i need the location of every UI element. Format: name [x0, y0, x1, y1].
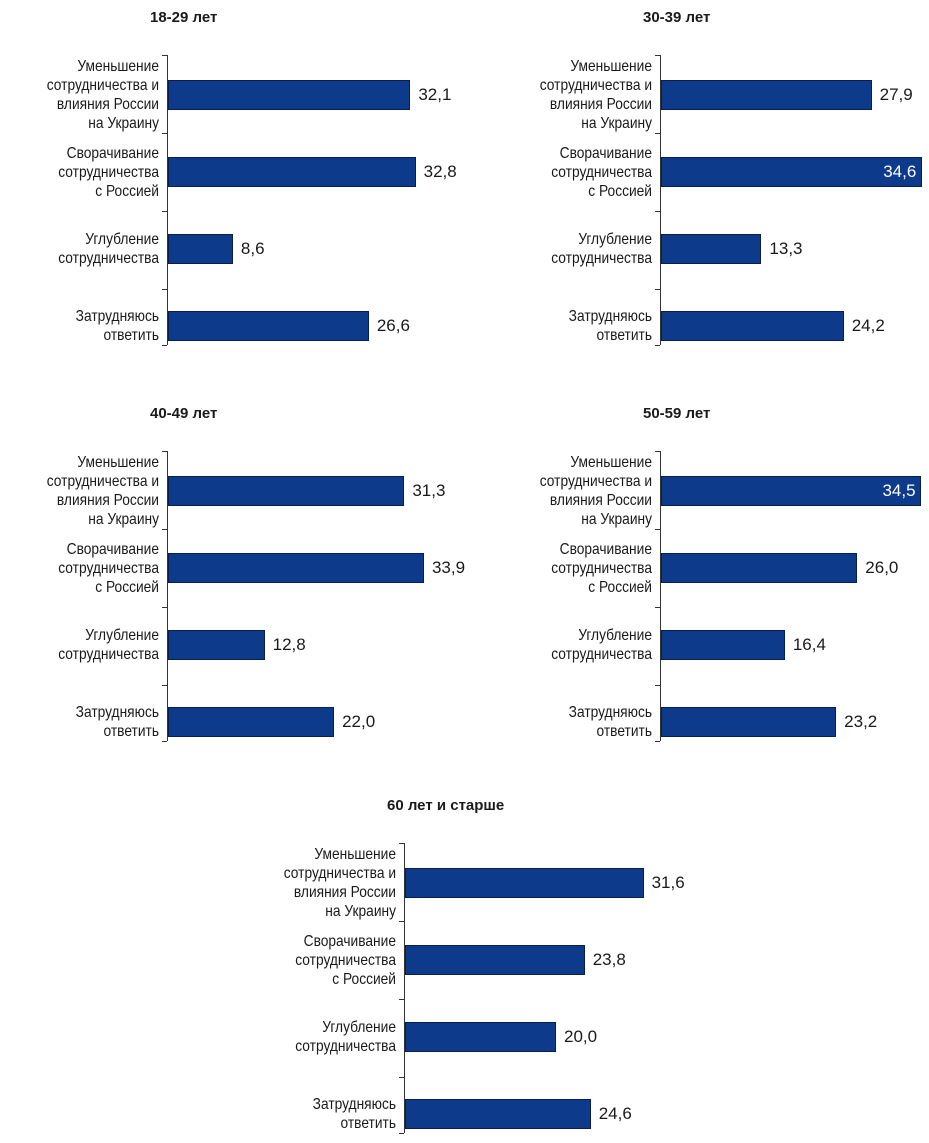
- bar: [661, 80, 872, 110]
- value-label: 23,2: [844, 712, 878, 731]
- value-label: 31,6: [651, 873, 685, 892]
- category-label: Углубление сотрудничества: [58, 627, 159, 663]
- value-label: 32,8: [423, 162, 457, 181]
- bar: [661, 234, 762, 264]
- category-label: Затрудняюсь ответить: [568, 308, 652, 344]
- axis-tick: [655, 211, 660, 212]
- value-label: 26,0: [865, 558, 899, 577]
- value-label: 20,0: [564, 1027, 598, 1046]
- bar: [405, 1099, 591, 1129]
- panel-title: 60 лет и старше: [387, 797, 505, 814]
- value-label: 24,2: [851, 316, 885, 335]
- category-label: Углубление сотрудничества: [58, 231, 159, 267]
- category-label: Уменьшение сотрудничества и влияния Росс…: [46, 454, 159, 528]
- axis-tick: [655, 685, 660, 686]
- value-label: 33,9: [431, 558, 466, 577]
- bar: [405, 868, 644, 898]
- value-label: 34,5: [882, 481, 916, 500]
- axis-tick: [655, 741, 660, 742]
- axis-tick: [399, 843, 404, 844]
- category-label: Уменьшение сотрудничества и влияния Росс…: [539, 454, 652, 528]
- category-label: Затрудняюсь ответить: [75, 308, 159, 344]
- value-label: 24,6: [598, 1104, 632, 1123]
- axis-tick: [655, 607, 660, 608]
- bar: [168, 80, 411, 110]
- bar: [168, 476, 405, 506]
- axis-line: [167, 451, 168, 741]
- axis-tick: [655, 451, 660, 452]
- axis-tick: [655, 133, 660, 134]
- axis-tick: [162, 133, 167, 134]
- bar: [661, 157, 923, 187]
- axis-tick: [399, 1133, 404, 1134]
- category-label: Сворачивание сотрудничества с Россией: [551, 144, 652, 200]
- panel-title: 40-49 лет: [150, 405, 218, 422]
- value-label: 23,8: [592, 950, 626, 969]
- bar: [661, 311, 844, 341]
- axis-tick: [162, 529, 167, 530]
- axis-tick: [655, 345, 660, 346]
- bar: [405, 945, 585, 975]
- category-label: Сворачивание сотрудничества с Россией: [295, 932, 396, 988]
- bar: [168, 630, 265, 660]
- bar: [168, 157, 416, 187]
- bar: [661, 707, 837, 737]
- category-label: Сворачивание сотрудничества с Россией: [58, 144, 159, 200]
- bar: [661, 553, 858, 583]
- category-label: Сворачивание сотрудничества с Россией: [551, 540, 652, 596]
- value-label: 12,8: [272, 635, 306, 654]
- category-label: Уменьшение сотрудничества и влияния Росс…: [46, 58, 159, 132]
- axis-tick: [162, 345, 167, 346]
- panel-title: 30-39 лет: [643, 9, 711, 26]
- axis-tick: [655, 529, 660, 530]
- panel-title: 50-59 лет: [643, 405, 711, 422]
- axis-line: [660, 55, 661, 345]
- bar: [168, 707, 335, 737]
- value-label: 32,1: [418, 85, 452, 104]
- axis-line: [167, 55, 168, 345]
- axis-line: [660, 451, 661, 741]
- value-label: 22,0: [342, 712, 376, 731]
- axis-tick: [655, 55, 660, 56]
- axis-tick: [162, 289, 167, 290]
- category-label: Углубление сотрудничества: [295, 1019, 396, 1055]
- bar: [168, 234, 233, 264]
- category-label: Затрудняюсь ответить: [312, 1096, 396, 1132]
- value-label: 13,3: [769, 239, 803, 258]
- value-label: 31,3: [412, 481, 446, 500]
- axis-tick: [399, 921, 404, 922]
- axis-tick: [399, 1077, 404, 1078]
- panel-title: 18-29 лет: [150, 9, 218, 26]
- axis-tick: [162, 741, 167, 742]
- value-label: 27,9: [879, 85, 913, 104]
- category-label: Уменьшение сотрудничества и влияния Росс…: [539, 58, 652, 132]
- axis-tick: [162, 607, 167, 608]
- axis-tick: [655, 289, 660, 290]
- category-label: Уменьшение сотрудничества и влияния Росс…: [283, 846, 396, 920]
- value-label: 16,4: [792, 635, 826, 654]
- axis-tick: [162, 211, 167, 212]
- category-label: Затрудняюсь ответить: [75, 704, 159, 740]
- category-label: Затрудняюсь ответить: [568, 704, 652, 740]
- bar: [661, 630, 785, 660]
- category-label: Углубление сотрудничества: [551, 627, 652, 663]
- category-label: Углубление сотрудничества: [551, 231, 652, 267]
- bar: [168, 311, 369, 341]
- axis-tick: [162, 451, 167, 452]
- value-label: 26,6: [376, 316, 410, 335]
- value-label: 8,6: [240, 239, 265, 258]
- axis-line: [404, 843, 405, 1133]
- value-label: 34,6: [883, 162, 917, 181]
- axis-tick: [162, 55, 167, 56]
- bar: [661, 476, 922, 506]
- bar: [405, 1022, 556, 1052]
- axis-tick: [399, 999, 404, 1000]
- bar: [168, 553, 424, 583]
- category-label: Сворачивание сотрудничества с Россией: [58, 540, 159, 596]
- axis-tick: [162, 685, 167, 686]
